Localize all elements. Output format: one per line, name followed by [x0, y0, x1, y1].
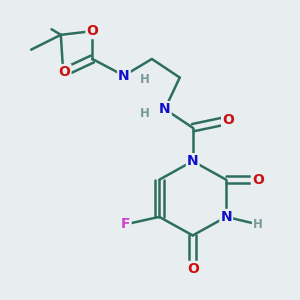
Text: N: N	[159, 102, 171, 116]
Text: O: O	[187, 262, 199, 276]
Text: N: N	[187, 154, 199, 168]
Text: N: N	[220, 210, 232, 224]
Text: H: H	[140, 73, 149, 86]
Text: N: N	[118, 69, 130, 83]
Text: F: F	[121, 217, 130, 231]
Text: O: O	[86, 24, 98, 38]
Text: H: H	[140, 107, 149, 121]
Text: O: O	[222, 113, 234, 127]
Text: O: O	[252, 173, 264, 187]
Text: H: H	[253, 218, 263, 231]
Text: O: O	[58, 65, 70, 79]
